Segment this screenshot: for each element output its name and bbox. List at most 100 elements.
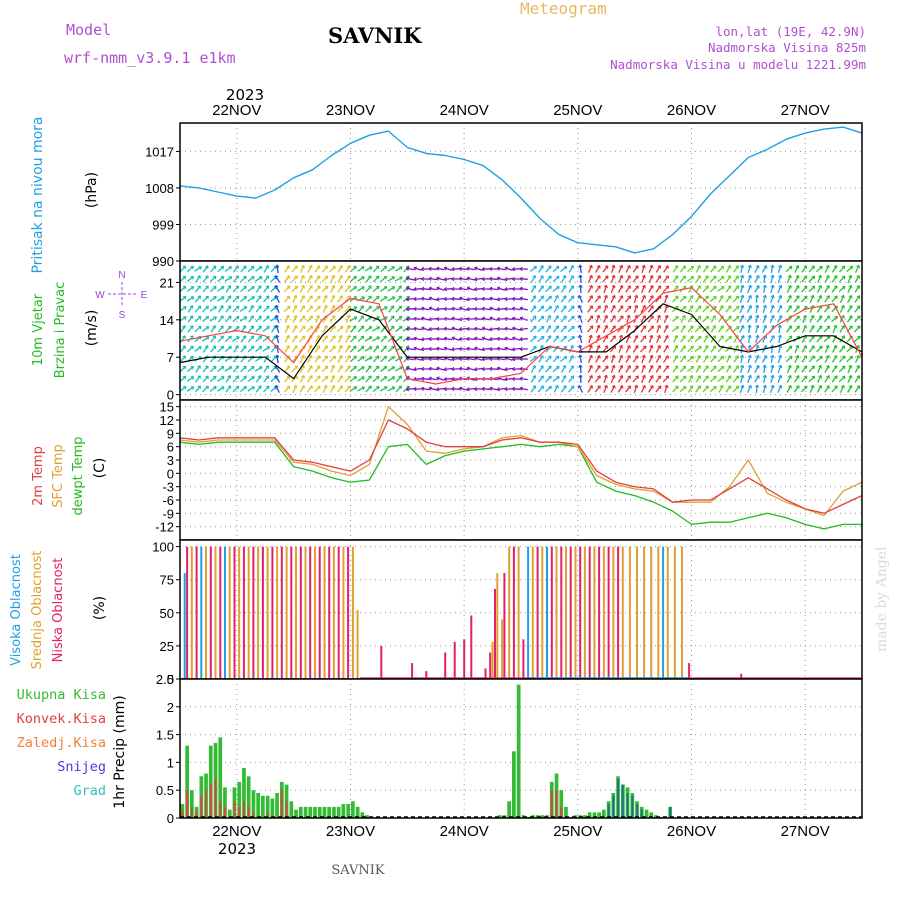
wind-barb	[254, 366, 263, 372]
wind-barb-head	[459, 276, 463, 279]
wind-barb	[489, 327, 498, 331]
wind-barb	[519, 368, 528, 370]
wind-barb	[672, 295, 679, 303]
wind-barb-head	[377, 276, 380, 280]
wind-barb	[793, 285, 800, 293]
wind-barb	[497, 367, 506, 371]
wind-barb	[489, 368, 498, 370]
wind-barb	[648, 334, 653, 344]
wind-barb	[567, 335, 575, 343]
wind-barb	[209, 285, 217, 293]
wind-barb	[519, 287, 528, 291]
wind-barb	[632, 365, 639, 373]
wind-barb	[687, 305, 694, 313]
wind-barb	[474, 347, 483, 351]
wind-barb	[202, 385, 209, 393]
wind-barb-head	[214, 376, 217, 380]
wind-barb-head	[496, 326, 500, 330]
wind-barb	[330, 385, 335, 393]
wind-barb	[530, 305, 537, 313]
wind-barb	[545, 365, 552, 373]
wind-barb-head	[750, 285, 752, 289]
wind-barb	[530, 385, 537, 393]
wind-barb	[275, 285, 281, 293]
wind-barb-head	[304, 346, 306, 350]
wind-barb	[648, 345, 653, 353]
wind-barb	[763, 374, 766, 384]
wind-barb	[466, 308, 475, 310]
wind-barb	[179, 355, 186, 363]
precip-bar-total	[365, 815, 369, 818]
wind-barb	[504, 378, 513, 380]
wind-barb	[247, 365, 255, 373]
wind-barb	[754, 265, 760, 273]
wind-barb	[232, 385, 240, 393]
wind-barb	[823, 335, 831, 343]
wind-barb	[373, 355, 380, 363]
wind-barb	[406, 338, 415, 340]
wind-barb-head	[692, 266, 695, 270]
wind-barb	[497, 357, 506, 361]
wind-barb	[770, 354, 774, 364]
wind-barb	[793, 315, 800, 323]
precip-bar-total	[559, 790, 564, 818]
wind-barb-head	[828, 336, 831, 340]
wind-barb-head	[413, 336, 417, 339]
wind-barb-head	[750, 275, 752, 279]
precip-bar-conv	[205, 790, 207, 818]
wind-barb-head	[504, 386, 508, 390]
wind-barb-head	[512, 336, 516, 339]
wind-barb-head	[613, 355, 616, 359]
wind-barb	[421, 307, 430, 311]
wind-barb-head	[326, 385, 328, 389]
wind-barb	[695, 385, 702, 393]
wind-barb	[786, 305, 792, 313]
wind-barb	[769, 294, 775, 304]
wind-barb	[747, 334, 751, 344]
wind-barb	[451, 388, 460, 390]
wind-barb	[344, 365, 351, 373]
wind-barb-head	[764, 374, 767, 379]
wind-barb	[395, 356, 403, 362]
wind-barb	[545, 285, 552, 293]
wind-barb-head	[511, 347, 515, 350]
wind-barb	[560, 335, 567, 343]
wind-barb-head	[267, 326, 270, 330]
precip-bar-total	[592, 812, 597, 818]
wind-barb	[489, 307, 498, 311]
wind-barb	[854, 295, 861, 303]
wind-barb	[702, 365, 709, 373]
wind-barb	[754, 365, 760, 373]
date-tick-label-top: 27NOV	[781, 102, 830, 119]
wind-barb-head	[519, 386, 523, 389]
wind-barb-head	[421, 366, 425, 370]
wind-barb	[710, 325, 716, 333]
wind-barb	[777, 285, 782, 293]
temp-ylabel-sfc: SFC Temp	[51, 444, 66, 508]
wind-barb-head	[636, 385, 639, 389]
wind-barb	[538, 365, 544, 373]
wind-barb	[808, 275, 816, 283]
wind-barb	[255, 315, 262, 323]
wind-barb-head	[334, 266, 336, 270]
wind-barb	[314, 335, 320, 343]
wind-barb	[763, 364, 766, 374]
y-tick-label: 1	[167, 755, 174, 770]
wind-barb	[777, 344, 782, 354]
wind-barb-head	[579, 324, 583, 328]
wind-barb-head	[413, 377, 417, 380]
wind-barb-head	[207, 336, 210, 340]
wind-barb-head	[750, 375, 752, 379]
wind-barb-head	[443, 386, 447, 390]
wind-barb	[284, 325, 290, 333]
precip-bar-total	[242, 768, 246, 818]
wind-barb	[847, 305, 853, 313]
wind-barb-head	[742, 264, 745, 269]
wind-barb-head	[451, 267, 455, 270]
wind-barb-head	[400, 336, 403, 340]
wind-barb-head	[750, 385, 752, 389]
wind-barb	[365, 365, 372, 373]
wind-barb	[444, 327, 453, 331]
wind-barb-head	[443, 277, 447, 280]
temp-ylabel-dewpt: dewpt Temp	[71, 436, 86, 515]
